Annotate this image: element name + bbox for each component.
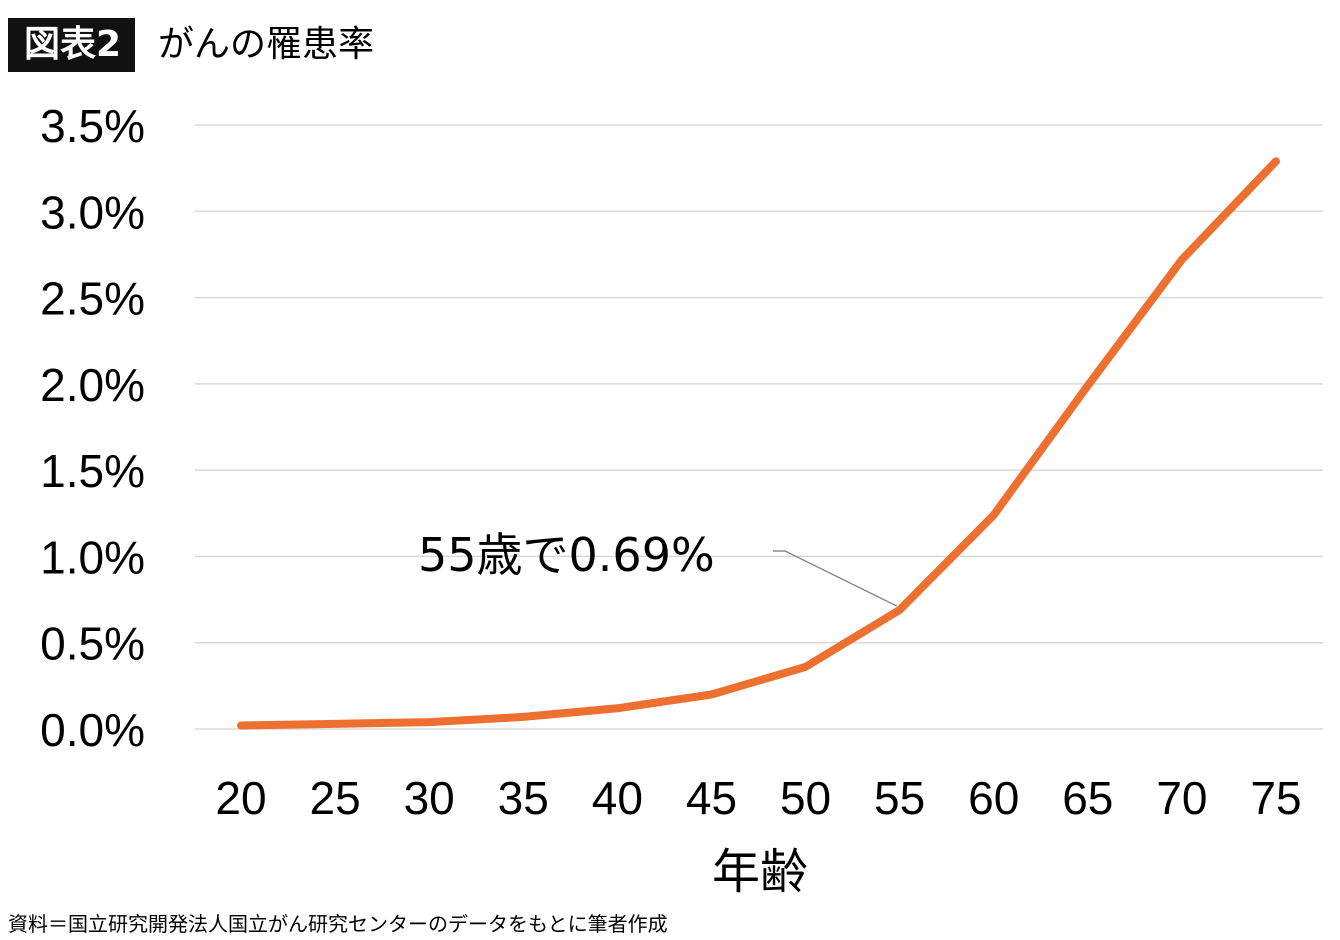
y-tick-label: 2.0% [40, 359, 145, 411]
x-tick-label: 65 [1062, 772, 1113, 824]
chart-title: がんの罹患率 [158, 24, 375, 65]
x-tick-label: 35 [498, 772, 549, 824]
x-tick-label: 50 [780, 772, 831, 824]
x-tick-label: 55 [874, 772, 925, 824]
x-tick-label: 75 [1250, 772, 1301, 824]
y-tick-label: 2.5% [40, 273, 145, 325]
x-tick-label: 40 [592, 772, 643, 824]
x-tick-label: 60 [968, 772, 1019, 824]
y-tick-label: 3.0% [40, 186, 145, 238]
x-tick-label: 30 [404, 772, 455, 824]
x-tick-label: 45 [686, 772, 737, 824]
figure-number-badge: 図表2 [8, 18, 136, 72]
y-tick-label: 1.5% [40, 445, 145, 497]
x-tick-label: 70 [1156, 772, 1207, 824]
series-line [237, 157, 1280, 730]
source-note: 資料＝国立研究開発法人国立がん研究センターのデータをもとに筆者作成 [8, 912, 668, 936]
x-axis-label: 年齢 [712, 844, 808, 900]
y-tick-label: 0.5% [40, 618, 145, 670]
y-tick-label: 1.0% [40, 531, 145, 583]
annotation-leader-line [773, 550, 897, 607]
annotation-label: 55歳で0.69% [418, 528, 715, 582]
y-tick-label: 3.5% [40, 100, 145, 152]
x-tick-label: 25 [310, 772, 361, 824]
y-tick-label: 0.0% [40, 704, 145, 756]
x-tick-label: 20 [215, 772, 266, 824]
